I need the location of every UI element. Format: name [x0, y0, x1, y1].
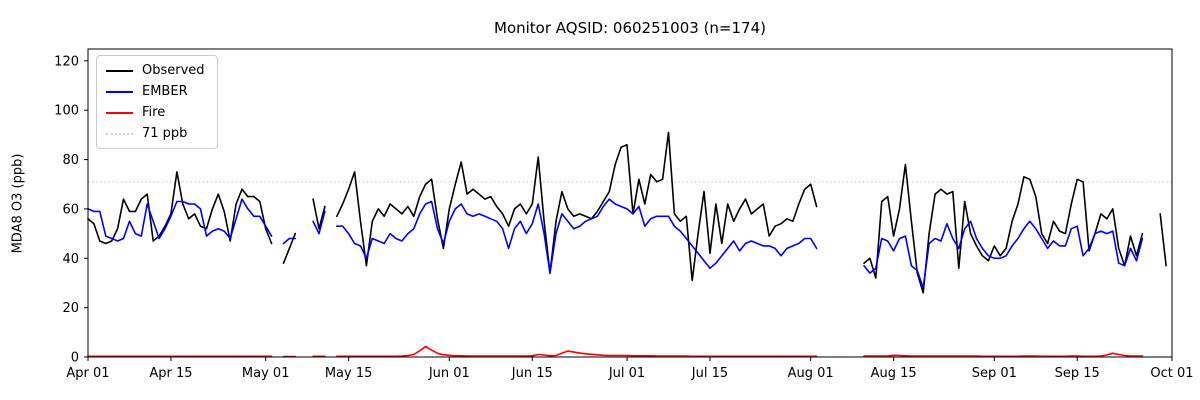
series-line-ember [87, 198, 1144, 289]
threshold-line-icon [106, 132, 133, 135]
ember-line-icon [106, 90, 133, 93]
x-tick-label: Sep 15 [1055, 366, 1100, 381]
x-tick-label: Oct 01 [1150, 366, 1193, 381]
legend-entry-observed: Observed [106, 63, 205, 78]
x-tick-label: Aug 15 [871, 366, 917, 381]
x-tick-label: Apr 15 [149, 366, 192, 381]
y-tick-label: 120 [54, 54, 79, 69]
x-tick-label: May 15 [325, 366, 373, 381]
plot-border [87, 48, 1173, 358]
x-tick-label: Jul 01 [608, 366, 645, 381]
fire-line-icon [106, 111, 133, 114]
y-tick-label: 100 [54, 104, 79, 119]
series-line-observed [87, 131, 1167, 294]
x-tick-label: Jun 01 [428, 366, 470, 381]
legend-label-fire: Fire [142, 105, 166, 120]
legend-label-threshold: 71 ppb [142, 126, 188, 141]
x-tick-label: May 01 [242, 366, 290, 381]
x-tick-label: Jul 15 [691, 366, 728, 381]
x-tick-label: Sep 01 [972, 366, 1017, 381]
y-tick-label: 80 [62, 153, 79, 168]
observed-line-icon [106, 69, 133, 72]
x-tick-label: Apr 01 [66, 366, 109, 381]
legend-entry-fire: Fire [106, 105, 205, 120]
legend: Observed EMBER Fire 71 ppb [96, 55, 218, 149]
x-tick-label: Aug 01 [788, 366, 834, 381]
series-line-fire [87, 345, 1144, 358]
legend-label-ember: EMBER [142, 84, 188, 99]
y-tick-label: 40 [62, 252, 79, 267]
y-tick-label: 60 [62, 202, 79, 217]
legend-entry-threshold: 71 ppb [106, 126, 205, 141]
x-tick-label: Jun 15 [511, 366, 553, 381]
legend-label-observed: Observed [142, 63, 205, 78]
legend-entry-ember: EMBER [106, 84, 205, 99]
chart-title: Monitor AQSID: 060251003 (n=174) [494, 19, 766, 37]
y-tick-label: 20 [62, 301, 79, 316]
y-tick-label: 0 [71, 351, 79, 366]
